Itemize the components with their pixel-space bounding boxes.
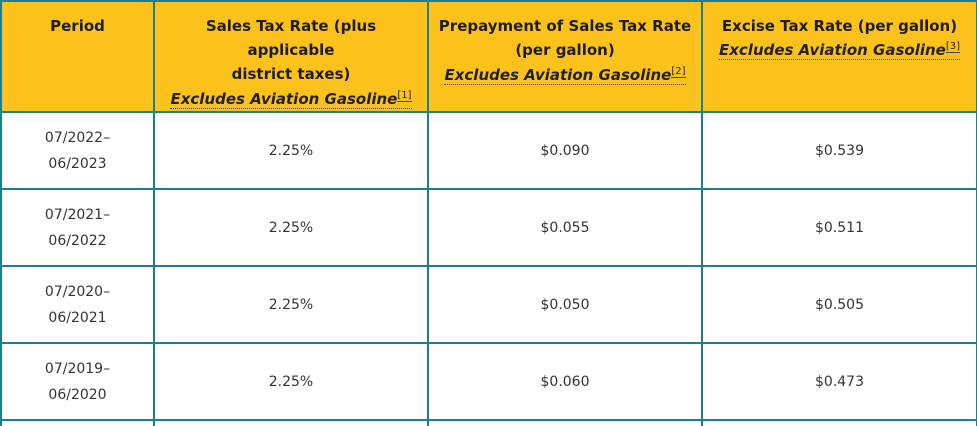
header-period: Period — [0, 0, 155, 113]
prepayment-rate-cell: $0.090 — [427, 111, 703, 190]
period-cell: 07/2022– 06/2023 — [0, 111, 155, 190]
prepayment-rate-cell: $0.050 — [427, 265, 703, 344]
sales-tax-rate-cell — [153, 419, 429, 426]
header-prepayment-line2: (per gallon) — [515, 41, 615, 59]
table-row-partial — [0, 419, 977, 426]
header-excise-tax-rate: Excise Tax Rate (per gallon) Excludes Av… — [701, 0, 977, 113]
period-end: 06/2022 — [48, 232, 107, 249]
period-cell: 07/2020– 06/2021 — [0, 265, 155, 344]
table-header-row: Period Sales Tax Rate (plus applicable d… — [0, 0, 977, 113]
table-row: 07/2022– 06/2023 2.25% $0.090 $0.539 — [0, 111, 977, 190]
excise-tax-rate-cell — [701, 419, 977, 426]
header-sales-tax-line1: Sales Tax Rate (plus applicable — [205, 17, 377, 59]
aviation-gasoline-note-link[interactable]: Excludes Aviation Gasoline[2] — [444, 66, 686, 85]
period-start: 07/2020– — [44, 283, 111, 300]
aviation-gasoline-note-link[interactable]: Excludes Aviation Gasoline[1] — [170, 90, 412, 109]
excise-tax-rate-cell: $0.539 — [701, 111, 977, 190]
sales-tax-rate-cell: 2.25% — [153, 111, 429, 190]
period-start: 07/2021– — [44, 206, 111, 223]
footnote-ref-1[interactable]: [1] — [397, 90, 412, 102]
period-start: 07/2022– — [44, 129, 111, 146]
header-sales-tax-rate: Sales Tax Rate (plus applicable district… — [153, 0, 429, 113]
sales-tax-rate-cell: 2.25% — [153, 188, 429, 267]
period-start: 07/2019– — [44, 360, 111, 377]
excise-tax-rate-cell: $0.505 — [701, 265, 977, 344]
period-end: 06/2021 — [48, 309, 107, 326]
prepayment-rate-cell — [427, 419, 703, 426]
period-cell: 07/2021– 06/2022 — [0, 188, 155, 267]
header-prepayment-rate: Prepayment of Sales Tax Rate (per gallon… — [427, 0, 703, 113]
table-row: 07/2020– 06/2021 2.25% $0.050 $0.505 — [0, 265, 977, 344]
note-text: Excludes Aviation Gasoline — [170, 90, 398, 108]
period-end: 06/2023 — [48, 155, 107, 172]
header-period-label: Period — [50, 17, 105, 35]
period-cell — [0, 419, 155, 426]
aviation-gasoline-note-link[interactable]: Excludes Aviation Gasoline[3] — [718, 41, 961, 60]
note-text: Excludes Aviation Gasoline — [444, 66, 672, 84]
note-text: Excludes Aviation Gasoline — [718, 41, 946, 59]
excise-tax-rate-cell: $0.511 — [701, 188, 977, 267]
period-end: 06/2020 — [48, 386, 107, 403]
sales-tax-rate-cell: 2.25% — [153, 342, 429, 421]
table-row: 07/2019– 06/2020 2.25% $0.060 $0.473 — [0, 342, 977, 421]
footnote-ref-3[interactable]: [3] — [945, 41, 961, 53]
header-sales-tax-line2: district taxes) — [231, 65, 351, 83]
header-excise-line1: Excise Tax Rate (per gallon) — [721, 17, 958, 35]
header-prepayment-line1: Prepayment of Sales Tax Rate — [438, 17, 692, 35]
sales-tax-rate-cell: 2.25% — [153, 265, 429, 344]
excise-tax-rate-cell: $0.473 — [701, 342, 977, 421]
footnote-ref-2[interactable]: [2] — [671, 66, 686, 78]
table-row: 07/2021– 06/2022 2.25% $0.055 $0.511 — [0, 188, 977, 267]
prepayment-rate-cell: $0.060 — [427, 342, 703, 421]
period-cell: 07/2019– 06/2020 — [0, 342, 155, 421]
prepayment-rate-cell: $0.055 — [427, 188, 703, 267]
